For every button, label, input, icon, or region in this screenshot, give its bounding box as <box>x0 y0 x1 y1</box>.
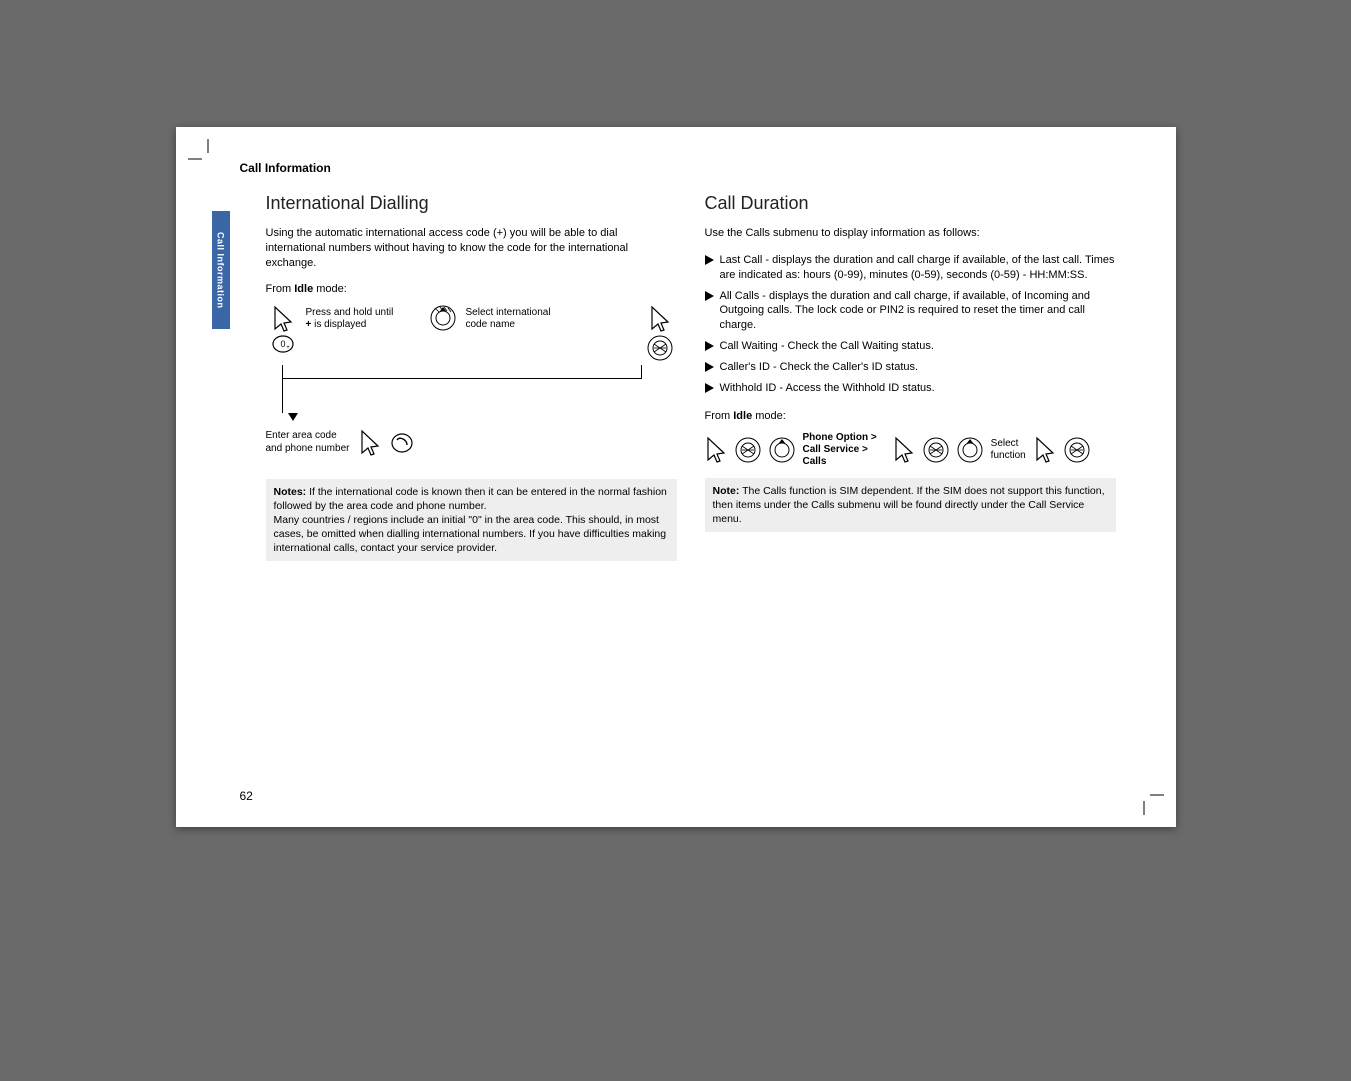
menu-path-label: Phone Option > Call Service > Calls <box>803 432 877 468</box>
mp-l2: Call Service > <box>803 444 868 455</box>
bullet-list: Last Call - displays the duration and ca… <box>705 253 1116 396</box>
cursor-icon <box>359 429 381 457</box>
step2-l1: Select international <box>466 307 551 318</box>
svg-text:0: 0 <box>280 339 285 349</box>
joystick-press-icon <box>1064 437 1090 463</box>
note-text: The Calls function is SIM dependent. If … <box>713 485 1105 525</box>
right-intro: Use the Calls submenu to display informa… <box>705 226 1116 241</box>
cursor-icon <box>272 305 294 333</box>
from-idle-suffix: mode: <box>313 283 347 295</box>
from-idle-bold: Idle <box>733 410 752 422</box>
section-header: Call Information <box>240 161 1116 175</box>
sf-l2: function <box>991 450 1026 461</box>
step1-l2: is displayed <box>311 319 366 330</box>
svg-text:+: + <box>286 345 290 351</box>
from-idle-suffix: mode: <box>752 410 786 422</box>
step3-icons <box>643 305 677 361</box>
triangle-bullet-icon <box>705 383 714 393</box>
notes-box-left: Notes: If the international code is know… <box>266 479 677 562</box>
ea-l1: Enter area code <box>266 430 337 441</box>
bullet-item: Call Waiting - Check the Call Waiting st… <box>705 339 1116 354</box>
step2-icons <box>426 305 460 331</box>
joystick-scroll-icon <box>769 437 795 463</box>
right-title: Call Duration <box>705 193 1116 214</box>
select-fn-label: Select function <box>991 438 1026 462</box>
triangle-bullet-icon <box>705 255 714 265</box>
bullet-text: Withhold ID - Access the Withhold ID sta… <box>720 381 935 396</box>
triangle-bullet-icon <box>705 362 714 372</box>
step1-label: Press and hold until + is displayed <box>306 305 410 332</box>
right-flow: Phone Option > Call Service > Calls <box>705 432 1116 468</box>
left-column: International Dialling Using the automat… <box>266 193 677 561</box>
content-columns: International Dialling Using the automat… <box>266 193 1116 561</box>
triangle-bullet-icon <box>705 291 714 301</box>
cursor-icon <box>1034 436 1056 464</box>
joystick-scroll-icon <box>430 305 456 331</box>
bullet-item: Withhold ID - Access the Withhold ID sta… <box>705 381 1116 396</box>
triangle-bullet-icon <box>705 341 714 351</box>
bullet-text: Last Call - displays the duration and ca… <box>720 253 1116 283</box>
side-tab-label: Call Information <box>216 232 226 309</box>
notes-box-right: Note: The Calls function is SIM dependen… <box>705 478 1116 533</box>
from-idle-bold: Idle <box>294 283 313 295</box>
page: Call Information Call Information Intern… <box>176 127 1176 827</box>
key-zero-icon: 0 + <box>272 335 294 353</box>
joystick-press-icon <box>647 335 673 361</box>
from-idle-left: From Idle mode: <box>266 283 677 295</box>
send-key-icon <box>391 432 413 454</box>
cursor-icon <box>893 436 915 464</box>
step1-l1: Press and hold until <box>306 307 394 318</box>
left-intro: Using the automatic international access… <box>266 226 677 271</box>
step1-icons: 0 + <box>266 305 300 353</box>
flow-connector <box>282 365 677 425</box>
crop-mark-tl <box>188 139 228 179</box>
page-number: 62 <box>240 789 253 803</box>
step2-label: Select international code name <box>466 305 570 332</box>
bullet-item: Caller's ID - Check the Caller's ID stat… <box>705 360 1116 375</box>
from-idle-prefix: From <box>266 283 295 295</box>
mp-l1: Phone Option > <box>803 432 877 443</box>
joystick-scroll-icon <box>957 437 983 463</box>
notes-label: Notes: <box>274 486 307 498</box>
side-tab: Call Information <box>212 211 230 329</box>
notes-text: If the international code is known then … <box>274 486 667 555</box>
right-column: Call Duration Use the Calls submenu to d… <box>705 193 1116 561</box>
enter-area-label: Enter area code and phone number <box>266 430 350 455</box>
bullet-text: Call Waiting - Check the Call Waiting st… <box>720 339 934 354</box>
sf-l1: Select <box>991 438 1019 449</box>
bullet-text: Caller's ID - Check the Caller's ID stat… <box>720 360 919 375</box>
step2-l2: code name <box>466 319 515 330</box>
cursor-icon <box>649 305 671 333</box>
mp-l3: Calls <box>803 456 827 467</box>
crop-mark-br <box>1124 775 1164 815</box>
joystick-press-icon <box>923 437 949 463</box>
from-idle-right: From Idle mode: <box>705 410 1116 422</box>
ea-l2: and phone number <box>266 443 350 454</box>
joystick-press-icon <box>735 437 761 463</box>
bullet-text: All Calls - displays the duration and ca… <box>720 289 1116 334</box>
enter-area-step: Enter area code and phone number <box>266 429 677 457</box>
left-title: International Dialling <box>266 193 677 214</box>
from-idle-prefix: From <box>705 410 734 422</box>
bullet-item: Last Call - displays the duration and ca… <box>705 253 1116 283</box>
note-label: Note: <box>713 485 740 497</box>
flow-row-1: 0 + Press and hold until + is displayed <box>266 305 677 361</box>
cursor-icon <box>705 436 727 464</box>
bullet-item: All Calls - displays the duration and ca… <box>705 289 1116 334</box>
